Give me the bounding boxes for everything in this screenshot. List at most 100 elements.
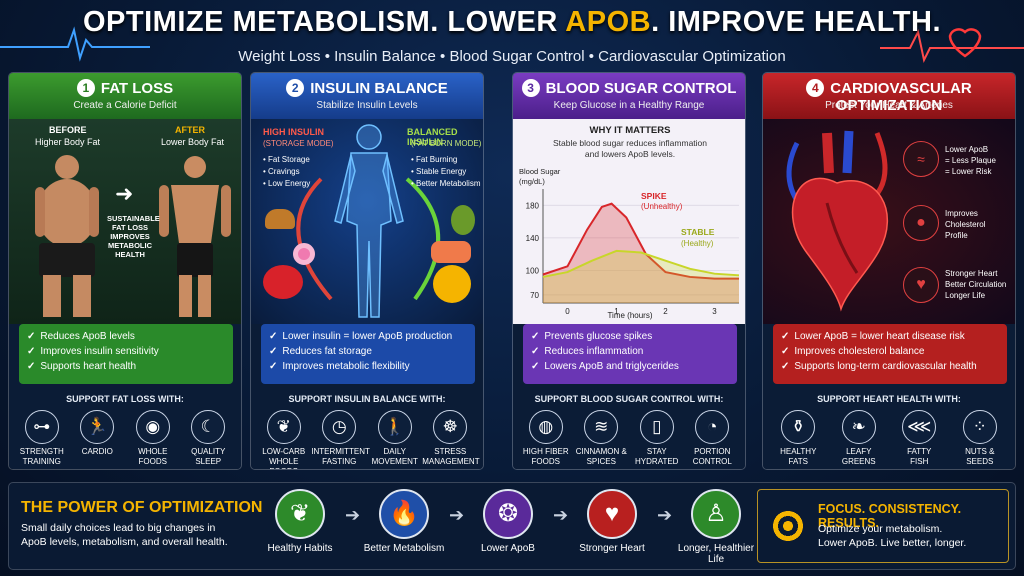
check-icon: ✓ — [269, 346, 278, 357]
panel-number: 2 — [286, 79, 305, 97]
molecule-icon: ❂ — [483, 489, 533, 539]
benefit-text: Lower insulin = lower ApoB production — [282, 331, 453, 342]
support-label-line: HIGH FIBER — [522, 447, 569, 456]
benefit-list: ✓ Lower ApoB = lower heart disease risk ✓… — [773, 324, 1007, 384]
check-icon: ✓ — [269, 331, 278, 342]
side-text: Cholesterol — [945, 220, 986, 229]
panel-title: FAT LOSS — [100, 80, 174, 97]
check-icon: ✓ — [27, 361, 36, 372]
panel-subtitle: Keep Glucose in a Healthy Range — [553, 100, 705, 111]
blood-sugar-chart: 70 100 140 180 0 1 2 3 — [526, 189, 740, 316]
support-item: ◍ HIGH FIBER FOODS — [518, 410, 574, 467]
benefit-text: Improves insulin sensitivity — [40, 346, 159, 357]
support-item: ☾ QUALITY SLEEP — [180, 410, 236, 467]
heart-illustration — [786, 130, 889, 312]
support-item: ❧ LEAFY GREENS — [831, 410, 887, 467]
benefit-list: ✓ Lower insulin = lower ApoB production ✓… — [261, 324, 475, 384]
panel-insulin-balance: 2 INSULIN BALANCE Stabilize Insulin Level… — [250, 72, 484, 470]
focus-line: Optimize your metabolism. — [818, 523, 943, 535]
power-text: Small daily choices lead to big changes … — [21, 521, 261, 549]
spike-label: SPIKE — [641, 191, 667, 201]
step-longer-life: ♙ Longer, Healthier Life — [671, 489, 761, 565]
step-label: Stronger Heart — [579, 543, 645, 554]
step-label: Healthy Habits — [267, 543, 333, 554]
support-label-line: FASTING — [322, 457, 357, 466]
panel-header: 1 FAT LOSS Create a Calorie Deficit — [9, 73, 241, 119]
step-lower-apob: ❂ Lower ApoB — [463, 489, 553, 554]
power-line: ApoB levels, metabolism, and overall hea… — [21, 536, 228, 548]
support-label: LEAFY GREENS — [831, 447, 887, 467]
leaf-icon: ❦ — [275, 489, 325, 539]
panel-title: INSULIN BALANCE — [310, 80, 448, 97]
check-icon: ✓ — [781, 361, 790, 372]
support-item: ◔ PORTION CONTROL — [684, 410, 740, 467]
arrow-right-icon: ➔ — [345, 505, 361, 525]
support-label-line: INTERMITTENT — [311, 447, 370, 456]
y-tick-label: 180 — [526, 201, 540, 210]
middle-line: HEALTH — [115, 250, 145, 259]
step-label: Better Metabolism — [363, 543, 445, 554]
check-icon: ✓ — [531, 346, 540, 357]
check-icon: ✓ — [531, 331, 540, 342]
panel-lower: ✓ Lower ApoB = lower heart disease risk ✓… — [763, 324, 1015, 469]
side-text: Longer Life — [945, 291, 986, 300]
support-label-line: STRENGTH — [19, 447, 64, 456]
support-label-line — [69, 457, 125, 467]
support-label-line: SEEDS — [966, 457, 994, 466]
support-title: SUPPORT FAT LOSS WITH: — [66, 394, 184, 404]
side-text: Improves — [945, 209, 978, 218]
benefit-circle-plaque: ≈ — [903, 141, 939, 177]
support-item: ◷ INTERMITTENT FASTING — [311, 410, 370, 467]
check-icon: ✓ — [27, 346, 36, 357]
before-sub: Higher Body Fat — [35, 137, 101, 147]
arrow-right-icon: ➔ — [553, 505, 569, 525]
why-title: WHY IT MATTERS — [589, 125, 671, 136]
water-glass-icon: ▯ — [639, 410, 674, 444]
support-title: SUPPORT HEART HEALTH WITH: — [817, 394, 961, 404]
support-label: CINNAMON & SPICES — [573, 447, 629, 467]
body-silhouette — [334, 124, 404, 318]
balanced-item: • Stable Energy — [411, 167, 467, 176]
focus-box: FOCUS. CONSISTENCY. RESULTS. Optimize yo… — [757, 489, 1009, 563]
plate-icon: ◉ — [135, 410, 170, 444]
support-label: DAILY MOVEMENT — [367, 447, 423, 467]
support-label: INTERMITTENT FASTING — [311, 447, 370, 467]
benefit-item: ✓ Lower insulin = lower ApoB production — [269, 329, 467, 344]
benefit-item: ✓ Reduces fat storage — [269, 344, 467, 359]
power-line: Small daily choices lead to big changes … — [21, 522, 216, 534]
support-item: ☸ STRESS MANAGEMENT — [422, 410, 480, 467]
benefit-item: ✓ Lowers ApoB and triglycerides — [531, 359, 729, 374]
running-icon: 🏃 — [80, 410, 115, 444]
support-item: ⊶ STRENGTH TRAINING — [14, 410, 70, 467]
cycle-arrows — [296, 177, 441, 301]
benefit-item: ✓ Reduces inflammation — [531, 344, 729, 359]
side-text: = Lower Risk — [945, 167, 992, 176]
clock-icon: ◷ — [322, 410, 357, 444]
step-label: Longer, Healthier Life — [677, 543, 755, 565]
support-label: HEALTHY FATS — [770, 447, 826, 467]
support-label-line: LEAFY — [846, 447, 872, 456]
support-label-line: NUTS & — [965, 447, 995, 456]
support-icons: ◍ HIGH FIBER FOODS ≋ CINNAMON & SPICES ▯ STAY HY… — [513, 410, 745, 469]
panel-number: 1 — [76, 79, 95, 97]
panel-fat-loss: 1 FAT LOSS Create a Calorie Deficit BEFOR… — [8, 72, 242, 470]
support-label-line: WHOLE — [138, 447, 168, 456]
panel-chart-area: WHY IT MATTERS Stable blood sugar reduce… — [513, 119, 745, 324]
page-subtitle: Weight Loss • Insulin Balance • Blood Su… — [238, 48, 786, 65]
title-highlight: APOB — [565, 6, 652, 38]
balanced-insulin-label: BALANCED INSULIN — [407, 127, 458, 147]
support-label-line: MANAGEMENT — [422, 457, 480, 466]
support-item: ⋘ FATTY FISH — [891, 410, 947, 467]
support-item: ⁘ NUTS & SEEDS — [952, 410, 1008, 467]
benefit-circle-cholesterol: ● — [903, 205, 939, 241]
side-text: Lower ApoB — [945, 145, 989, 154]
power-title: THE POWER OF OPTIMIZATION — [21, 499, 263, 516]
x-tick-label: 0 — [565, 307, 570, 316]
why-text: and lowers ApoB levels. — [584, 149, 676, 159]
benefit-text: Reduces inflammation — [544, 346, 644, 357]
leaf-icon: ❦ — [266, 410, 301, 444]
panel-title: BLOOD SUGAR CONTROL — [545, 80, 737, 97]
support-label-line: CINNAMON & — [575, 447, 627, 456]
